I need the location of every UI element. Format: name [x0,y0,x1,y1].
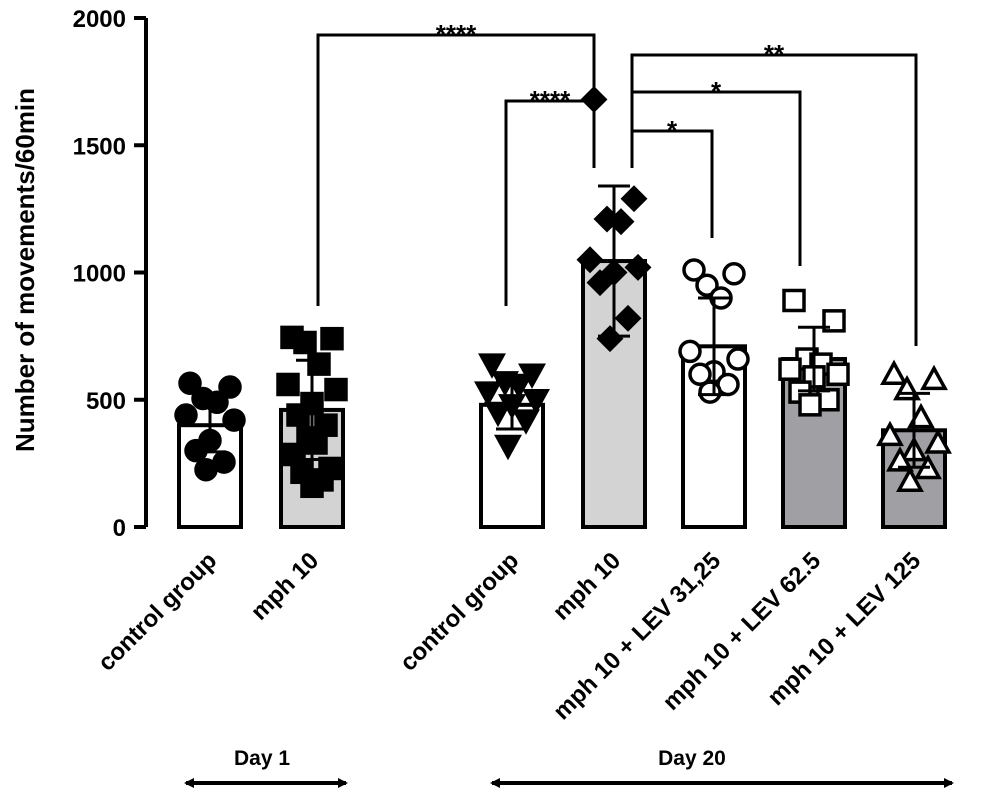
data-point-3-5 [474,381,502,407]
data-point-7-5 [876,420,904,447]
data-point-4-9 [614,304,642,332]
error-bars [194,184,930,469]
significance-bracket-1 [316,33,596,306]
category-label-4: mph 10 [548,547,627,626]
y-tick-label: 1000 [73,261,126,288]
significance-bracket-3 [630,129,714,238]
data-point-7-8 [886,446,914,472]
data-point-4-6 [624,253,652,281]
significance-label-5: ** [764,39,785,69]
significance-label-1: **** [436,19,477,49]
category-label-3: control group [395,547,524,676]
y-tick-label: 1500 [73,133,126,160]
significance-label-2: **** [530,85,571,115]
data-point-3-1 [478,353,506,379]
data-point-5-6 [726,347,750,371]
significance-label-4: * [711,76,722,106]
data-point-7-6 [924,428,952,454]
data-point-6-10 [798,393,822,417]
data-point-6-5 [778,357,802,381]
significance-brackets: ************ [316,19,918,346]
category-label-1: control group [93,547,222,676]
data-points [174,85,952,499]
data-point-3-10 [494,434,522,461]
data-point-2-6 [324,377,348,402]
data-point-3-6 [522,389,550,415]
data-point-4-2 [620,185,648,213]
data-point-6-1 [782,288,806,313]
data-point-3-8 [484,401,512,428]
category-label-2: mph 10 [246,547,325,626]
data-point-6-6 [826,362,850,387]
day-1-indicator: Day 1 [184,747,348,788]
significance-bracket-2 [504,99,596,306]
day-1-label: Day 1 [234,747,290,770]
data-point-1-1 [178,371,202,395]
y-tick-label: 2000 [73,6,126,33]
data-point-2-11 [304,431,328,455]
data-point-3-9 [512,409,540,435]
data-point-5-2 [722,262,746,286]
day-20-indicator: Day 20 [490,747,954,788]
category-label-5: mph 10 + LEV 31,25 [548,547,726,725]
data-point-2-3 [293,330,317,355]
y-ticks: 0 500 1000 1500 2000 [73,6,146,542]
data-point-2-5 [276,372,300,397]
data-point-2-2 [320,326,344,351]
data-point-5-5 [678,339,702,364]
data-point-1-6 [222,408,246,432]
data-point-2-16 [300,474,324,499]
significance-bracket-5 [630,53,918,346]
data-point-7-10 [896,466,924,492]
day-20-label: Day 20 [658,747,726,770]
data-point-4-5 [576,246,604,274]
data-point-1-2 [218,375,242,399]
data-point-5-1 [682,258,706,282]
data-point-7-1 [880,359,908,386]
significance-label-3: * [667,115,678,145]
data-point-5-3 [695,273,719,297]
significance-bracket-4 [630,90,802,266]
data-point-5-8 [688,362,712,387]
y-axis-title: Number of movements/60min [10,88,40,452]
data-point-7-2 [920,364,948,391]
data-point-1-5 [174,403,198,427]
category-labels: control group mph 10 control group mph 10mp… [93,547,926,725]
y-tick-label: 500 [86,388,126,415]
data-point-5-10 [698,380,722,404]
bar-4 [581,259,647,529]
data-point-1-10 [194,457,218,482]
y-tick-label: 0 [113,515,126,542]
data-point-4-8 [586,269,614,297]
data-point-2-8 [286,403,310,427]
